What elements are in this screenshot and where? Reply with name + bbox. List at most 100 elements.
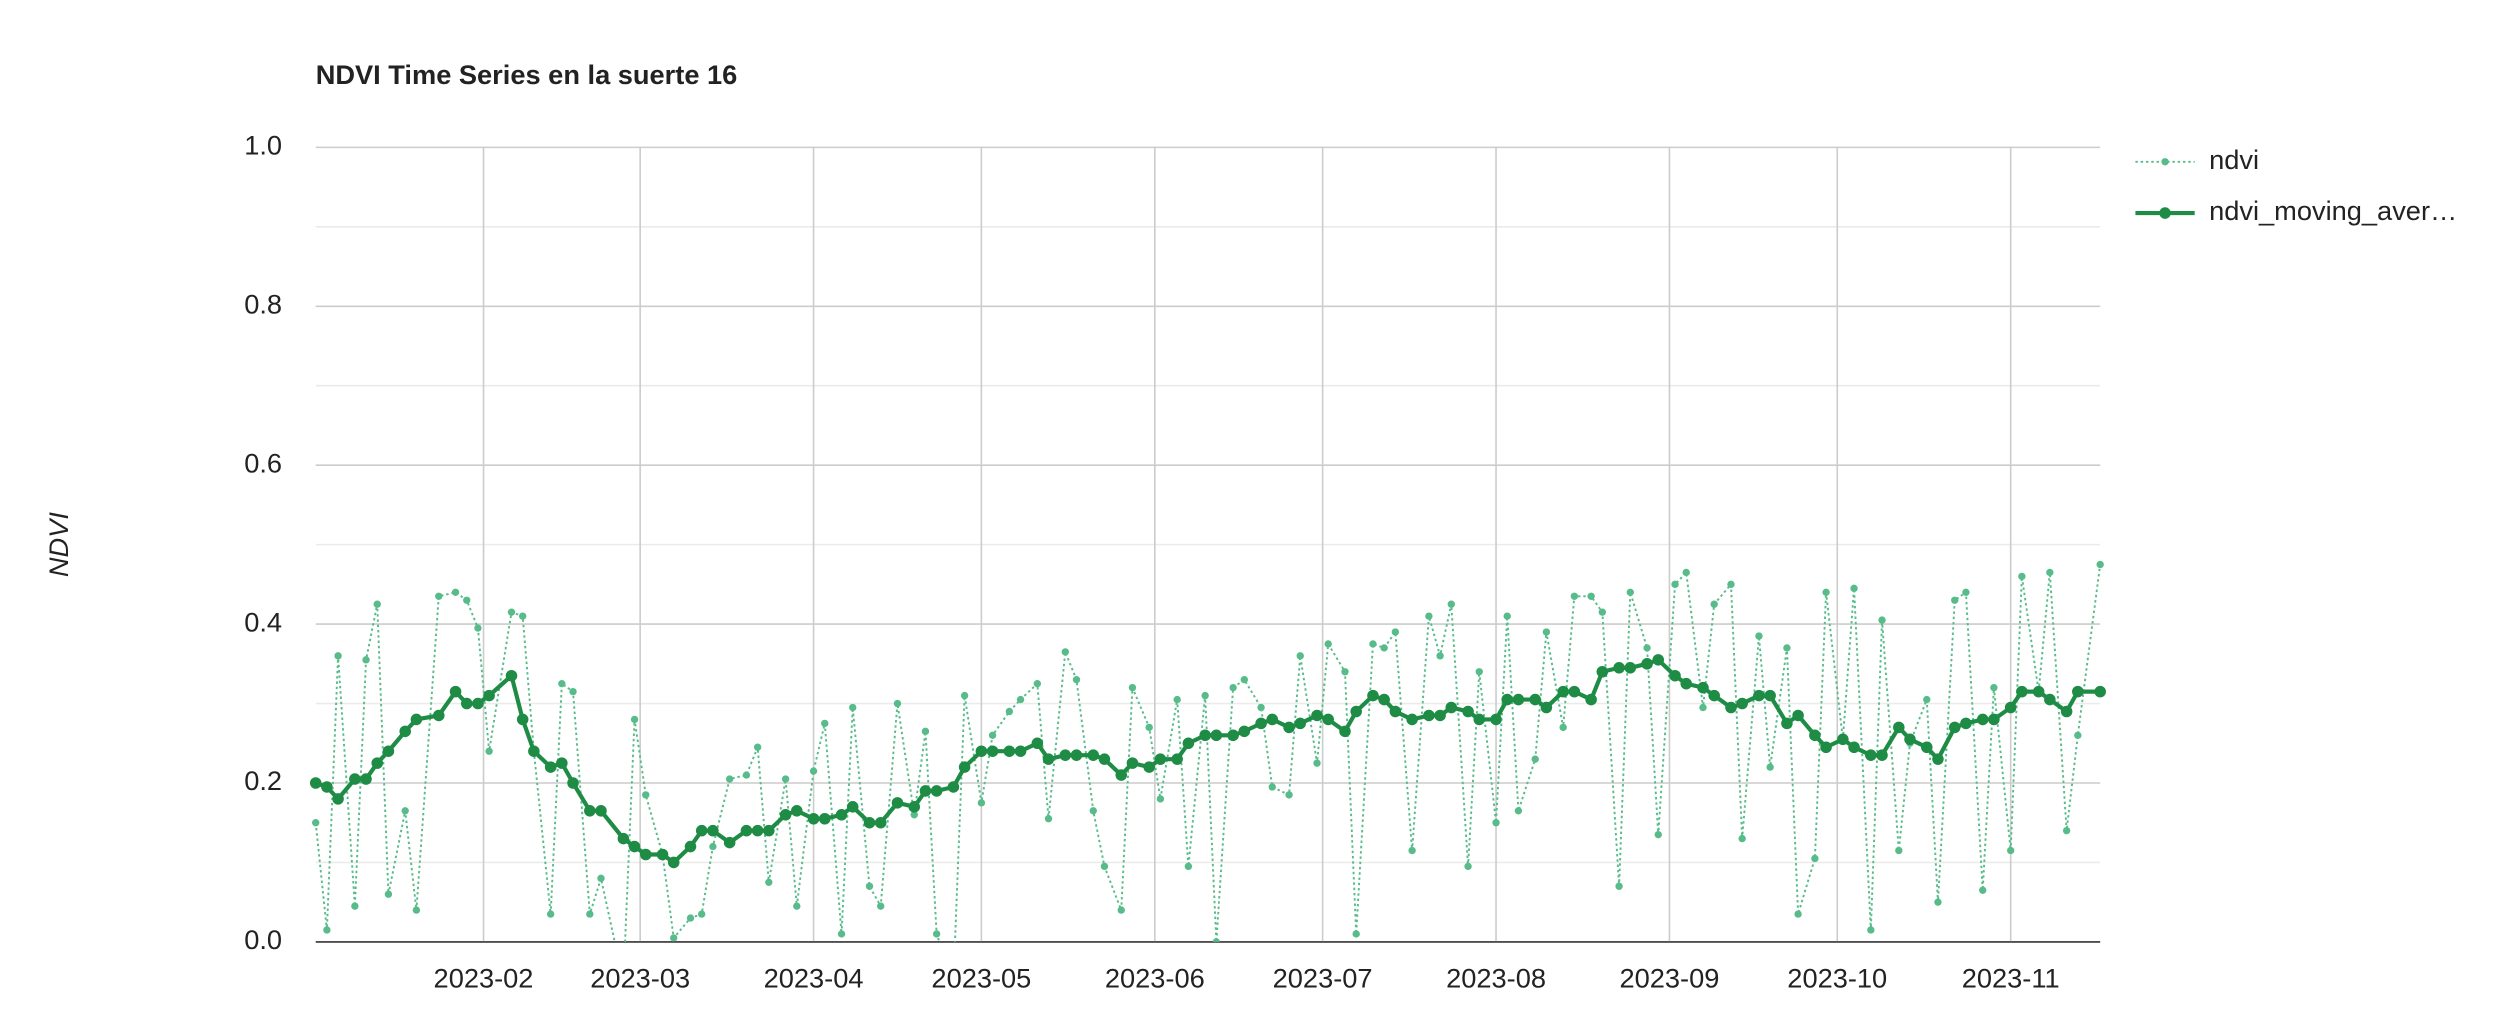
data-point	[975, 745, 988, 757]
data-point	[1878, 616, 1886, 624]
data-point	[1171, 753, 1183, 765]
data-point	[1072, 676, 1081, 684]
x-tick-label: 2023-05	[931, 963, 1031, 994]
data-point	[1680, 677, 1692, 690]
data-point	[835, 809, 848, 821]
plot-area	[309, 560, 2106, 942]
data-point	[1115, 769, 1128, 781]
data-point	[1988, 713, 2000, 726]
data-point	[1255, 717, 1267, 730]
legend-marker	[2161, 158, 2169, 166]
data-point	[1596, 665, 1609, 678]
data-point	[1682, 568, 1690, 577]
data-point	[2044, 693, 2056, 706]
data-point	[463, 596, 471, 604]
data-point	[1708, 689, 1720, 702]
data-point	[1531, 755, 1539, 763]
data-point	[1598, 608, 1607, 616]
data-point	[1501, 693, 1513, 706]
data-point	[1865, 749, 1877, 761]
data-point	[1423, 709, 1435, 722]
data-point	[874, 816, 887, 829]
data-point	[1876, 749, 1888, 761]
data-point	[932, 930, 941, 938]
data-point	[1367, 689, 1379, 702]
data-point	[1792, 709, 1804, 722]
data-point	[1976, 713, 1989, 726]
data-point	[779, 809, 792, 821]
data-point	[1098, 753, 1111, 765]
data-point	[1042, 753, 1055, 765]
x-tick-label: 2023-04	[764, 963, 864, 994]
data-point	[1014, 745, 1027, 757]
data-point	[723, 836, 736, 849]
data-point	[1962, 588, 1970, 596]
y-tick-label: 0.6	[244, 447, 282, 478]
data-point	[1895, 846, 1903, 855]
data-point	[371, 757, 384, 769]
data-point	[639, 848, 652, 861]
x-tick-label: 2023-08	[1446, 963, 1546, 994]
data-point	[505, 669, 518, 682]
data-point	[1257, 703, 1265, 712]
data-point	[1100, 862, 1109, 871]
data-point	[1503, 612, 1511, 620]
data-point	[1434, 709, 1446, 722]
data-point	[1059, 749, 1072, 761]
data-point	[809, 767, 818, 775]
data-point	[1240, 676, 1248, 684]
data-point	[958, 761, 971, 773]
data-point	[1811, 854, 1819, 863]
data-point	[435, 592, 443, 600]
data-point	[1809, 729, 1821, 742]
data-point	[1378, 693, 1390, 706]
data-point	[334, 652, 342, 660]
data-point	[707, 824, 719, 837]
data-point	[1932, 753, 1944, 765]
data-point	[1311, 709, 1323, 722]
data-point	[763, 824, 775, 837]
data-point	[765, 878, 773, 886]
data-point	[986, 745, 999, 757]
data-point	[485, 747, 493, 755]
data-point	[781, 775, 790, 783]
data-point	[597, 874, 605, 883]
data-point	[1671, 580, 1679, 589]
data-point	[362, 656, 370, 664]
data-point	[1867, 926, 1875, 934]
data-point	[460, 697, 473, 710]
data-point	[846, 801, 859, 813]
data-point	[891, 797, 904, 809]
data-point	[384, 890, 393, 898]
data-point	[617, 832, 630, 845]
data-point	[908, 801, 921, 813]
data-point	[1341, 668, 1349, 676]
data-point	[1380, 644, 1388, 652]
data-point	[1654, 830, 1662, 839]
data-point	[1822, 588, 1830, 596]
data-point	[1210, 729, 1223, 742]
data-point	[1613, 662, 1625, 674]
data-point	[595, 805, 607, 817]
data-point	[399, 725, 411, 738]
data-point	[474, 624, 482, 632]
data-point	[1369, 640, 1377, 648]
x-tick-label: 2023-03	[590, 963, 690, 994]
data-point	[1641, 658, 1653, 670]
data-point	[791, 805, 803, 817]
data-point	[518, 612, 527, 620]
data-point	[1710, 600, 1718, 608]
data-point	[1557, 685, 1569, 698]
data-point	[921, 727, 930, 736]
data-point	[1406, 713, 1418, 726]
data-point	[507, 608, 516, 616]
data-point	[1184, 862, 1193, 871]
data-point	[1699, 703, 1707, 712]
data-point	[1585, 693, 1597, 706]
y-tick-label: 1.0	[244, 130, 282, 161]
data-point	[569, 687, 577, 696]
data-point	[1296, 652, 1304, 660]
data-point	[1587, 592, 1595, 600]
data-point	[1764, 689, 1776, 702]
data-point	[321, 781, 333, 793]
